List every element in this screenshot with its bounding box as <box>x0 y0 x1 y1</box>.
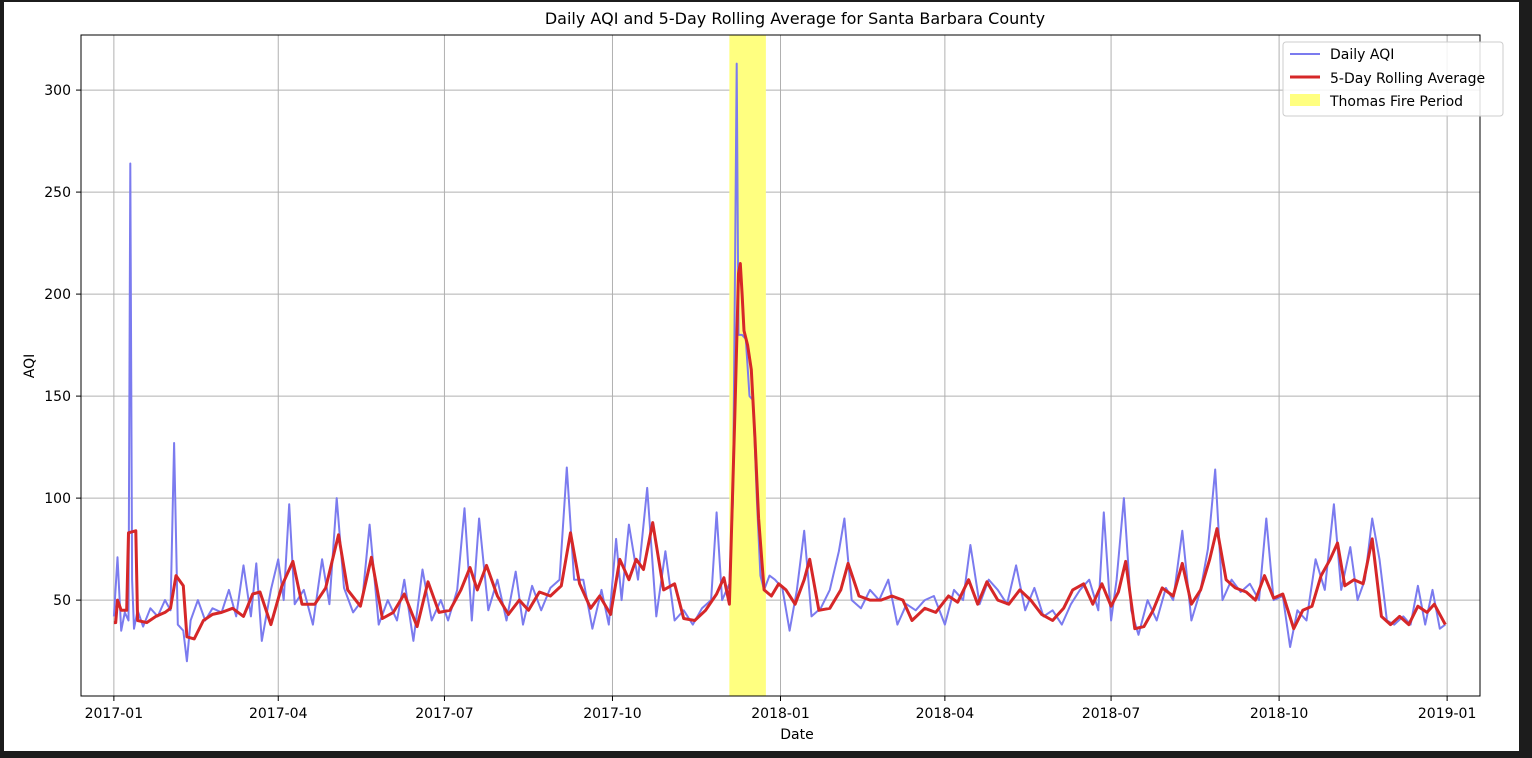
legend-swatch-thomas-fire <box>1290 94 1320 106</box>
y-tick-label: 50 <box>53 593 71 609</box>
y-tick-label: 150 <box>44 389 71 405</box>
x-tick-label: 2017-10 <box>583 706 642 722</box>
y-tick-label: 300 <box>44 83 71 99</box>
x-tick-label: 2018-01 <box>751 706 810 722</box>
legend-box <box>1282 41 1504 117</box>
x-tick-label: 2017-07 <box>415 706 474 722</box>
x-tick-label: 2018-10 <box>1250 706 1309 722</box>
y-tick-label: 100 <box>44 491 71 507</box>
chart-title: Daily AQI and 5-Day Rolling Average for … <box>545 9 1045 28</box>
y-tick-label: 250 <box>44 185 71 201</box>
series-line-rolling-average <box>113 262 1447 641</box>
x-tick-label: 2018-07 <box>1082 706 1141 722</box>
y-tick-label: 200 <box>44 287 71 303</box>
x-tick-label: 2018-04 <box>916 706 975 722</box>
legend: Daily AQI 5-Day Rolling Average Thomas F… <box>1282 41 1504 117</box>
legend-label-daily-aqi: Daily AQI <box>1330 47 1394 63</box>
series-line-daily-aqi <box>112 62 1446 663</box>
legend-label-thomas-fire: Thomas Fire Period <box>1329 94 1463 110</box>
legend-label-rolling-average: 5-Day Rolling Average <box>1330 71 1485 87</box>
grid <box>81 35 1480 696</box>
y-axis-label: AQI <box>22 354 38 378</box>
x-tick-label: 2017-04 <box>249 706 308 722</box>
x-axis: 2017-01 2017-04 2017-07 2017-10 2018-01 2018-… <box>85 696 1477 722</box>
x-axis-label: Date <box>780 727 813 743</box>
chart: Daily AQI and 5-Day Rolling Average for … <box>22 9 1504 743</box>
x-tick-label: 2017-01 <box>85 706 144 722</box>
figure-frame: Daily AQI and 5-Day Rolling Average for … <box>4 2 1519 751</box>
y-axis: 50 100 150 200 250 300 <box>44 83 81 609</box>
x-tick-label: 2019-01 <box>1418 706 1477 722</box>
